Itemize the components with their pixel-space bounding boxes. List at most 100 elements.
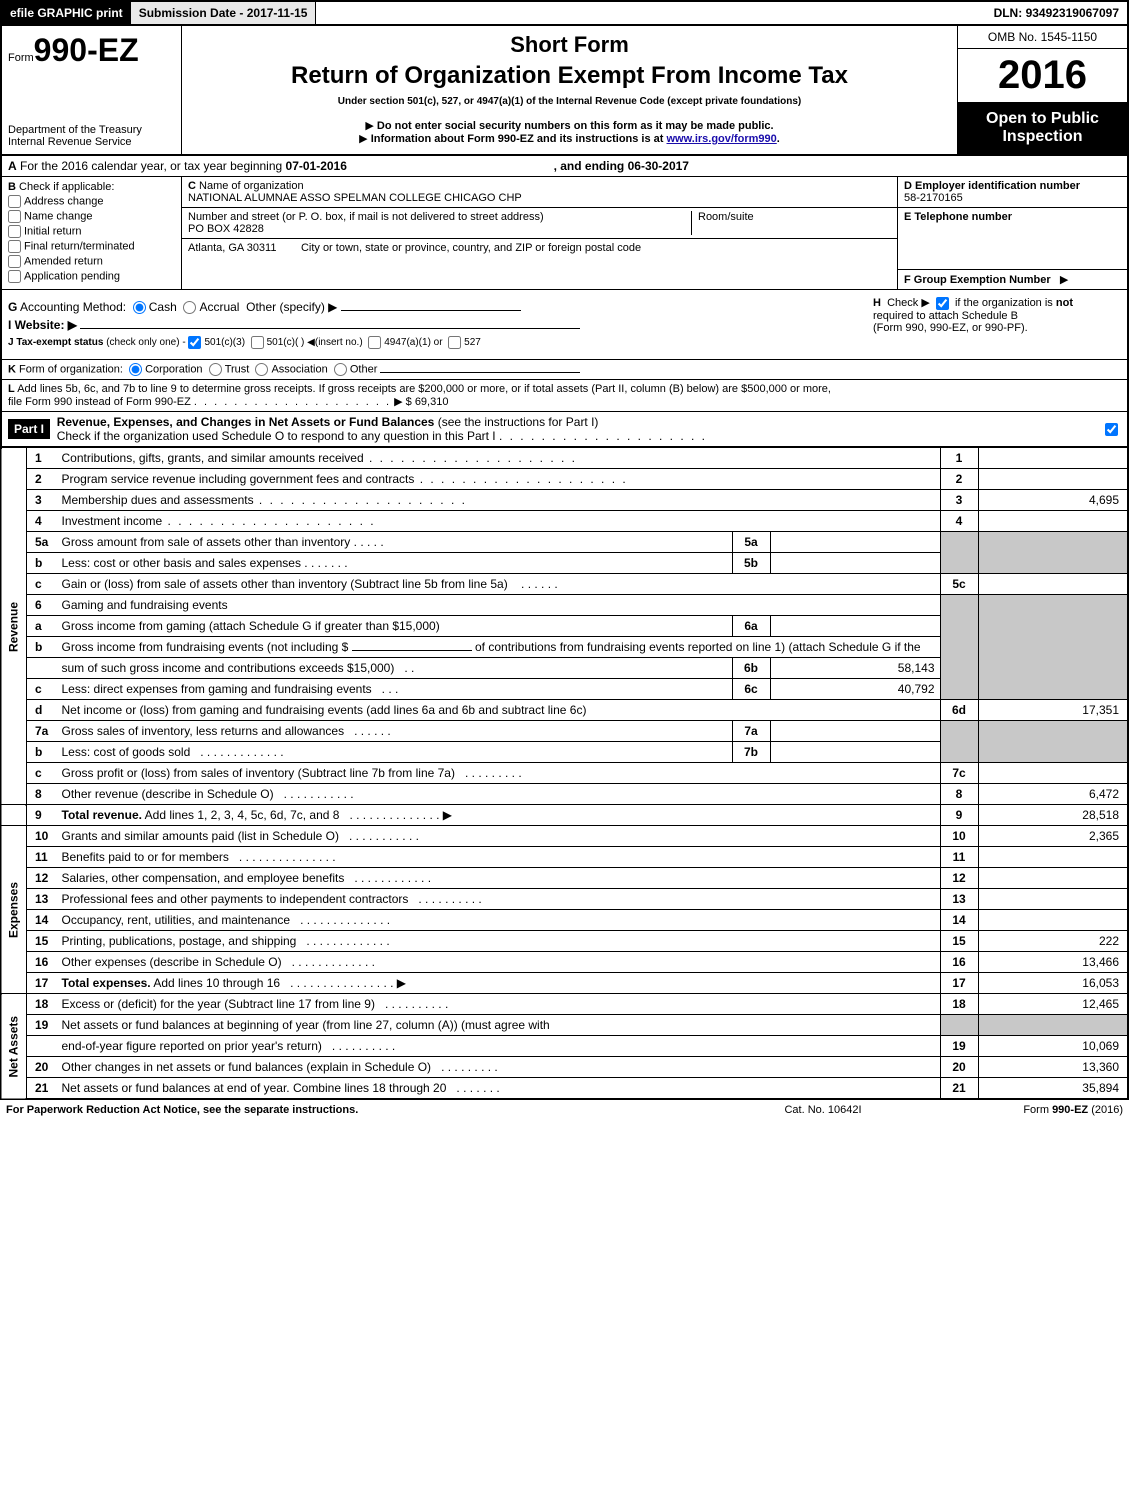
line-2: 2 Program service revenue including gove… (1, 469, 1128, 490)
chk-amended-return[interactable]: Amended return (8, 255, 175, 268)
l-label: L (8, 383, 15, 395)
footer-mid: Cat. No. 10642I (723, 1104, 923, 1116)
line-15: 15 Printing, publications, postage, and … (1, 931, 1128, 952)
info-about: Information about Form 990-EZ and its in… (188, 132, 951, 145)
line-18: Net Assets 18 Excess or (deficit) for th… (1, 994, 1128, 1015)
j-insert: ◀(insert no.) (307, 337, 362, 348)
chk-501c3[interactable] (188, 336, 201, 349)
c-room: Room/suite (691, 211, 891, 235)
footer-right: Form 990-EZ (2016) (923, 1104, 1123, 1116)
line-20: 20 Other changes in net assets or fund b… (1, 1057, 1128, 1078)
do-not-enter: Do not enter social security numbers on … (188, 119, 951, 132)
chk-name-change[interactable]: Name change (8, 210, 175, 223)
c-street-label: Number and street (or P. O. box, if mail… (188, 211, 544, 223)
line-7a: 7a Gross sales of inventory, less return… (1, 721, 1128, 742)
h-text4: (Form 990, 990-EZ, or 990-PF). (873, 322, 1028, 334)
open-to-public: Open to Public Inspection (958, 102, 1127, 154)
chk-application-pending[interactable]: Application pending (8, 270, 175, 283)
c-name-label: Name of organization (199, 180, 304, 192)
chk-address-change[interactable]: Address change (8, 195, 175, 208)
topbar-spacer (316, 2, 985, 24)
header-right: OMB No. 1545-1150 2016 Open to Public In… (957, 26, 1127, 154)
h-text2: if the organization is (955, 297, 1053, 309)
f-label: F Group Exemption Number (904, 274, 1051, 286)
cell-f: F Group Exemption Number ▶ (897, 270, 1127, 289)
c-street: Number and street (or P. O. box, if mail… (188, 211, 691, 235)
l-text1: Add lines 5b, 6c, and 7b to line 9 to de… (17, 383, 831, 395)
cell-d: D Employer identification number 58-2170… (897, 177, 1127, 208)
line-12: 12 Salaries, other compensation, and emp… (1, 868, 1128, 889)
h-not: not (1056, 297, 1073, 309)
info-period: . (777, 133, 780, 145)
chk-527[interactable] (448, 336, 461, 349)
c-street-value: PO BOX 42828 (188, 223, 264, 235)
dept-line-2: Internal Revenue Service (8, 136, 175, 148)
open-line-2: Inspection (966, 128, 1119, 146)
efile-label: efile GRAPHIC print (2, 2, 131, 24)
header-left: Form990-EZ Department of the Treasury In… (2, 26, 182, 154)
radio-cash[interactable] (133, 301, 146, 314)
radio-trust[interactable] (209, 363, 222, 376)
side-revenue: Revenue (1, 448, 27, 805)
row-a-text1: For the 2016 calendar year, or tax year … (20, 159, 286, 173)
do-not-enter-text: Do not enter social security numbers on … (377, 120, 774, 132)
c-name-value: NATIONAL ALUMNAE ASSO SPELMAN COLLEGE CH… (188, 192, 522, 204)
cell-c-street: Number and street (or P. O. box, if mail… (182, 208, 897, 239)
col-b-check-if: Check if applicable: (19, 181, 114, 193)
col-b-label: B (8, 181, 16, 193)
line-17: 17 Total expenses. Add lines 10 through … (1, 973, 1128, 994)
omb-number: OMB No. 1545-1150 (958, 26, 1127, 49)
line-16: 16 Other expenses (describe in Schedule … (1, 952, 1128, 973)
chk-4947[interactable] (368, 336, 381, 349)
info-link[interactable]: www.irs.gov/form990 (667, 133, 777, 145)
footer: For Paperwork Reduction Act Notice, see … (0, 1100, 1129, 1120)
cell-c-city: Atlanta, GA 30311 City or town, state or… (182, 239, 897, 257)
submission-date-value: 2017-11-15 (247, 6, 308, 20)
row-i: I Website: ▶ (8, 318, 861, 332)
h-text1: Check ▶ (887, 297, 930, 309)
part-1-title-text: Revenue, Expenses, and Changes in Net As… (57, 415, 435, 429)
part-1-title-paren: (see the instructions for Part I) (438, 415, 599, 429)
info-about-text: Information about Form 990-EZ and its in… (371, 133, 667, 145)
chk-final-return[interactable]: Final return/terminated (8, 240, 175, 253)
radio-corp[interactable] (129, 363, 142, 376)
g-other: Other (specify) ▶ (246, 300, 337, 314)
top-bar: efile GRAPHIC print Submission Date - 20… (0, 0, 1129, 26)
chk-h[interactable] (936, 297, 949, 310)
form-number: Form990-EZ (8, 32, 175, 69)
j-check: (check only one) - (106, 337, 188, 348)
chk-initial-return[interactable]: Initial return (8, 225, 175, 238)
form-header: Form990-EZ Department of the Treasury In… (0, 26, 1129, 156)
i-label: I Website: ▶ (8, 318, 77, 332)
chk-part1-schedule-o[interactable] (1105, 423, 1118, 436)
radio-accrual[interactable] (183, 301, 196, 314)
d-label: D Employer identification number (904, 180, 1080, 192)
col-def: D Employer identification number 58-2170… (897, 177, 1127, 289)
line-5c: c Gain or (loss) from sale of assets oth… (1, 574, 1128, 595)
line-4: 4 Investment income 4 (1, 511, 1128, 532)
short-form-label: Short Form (188, 32, 951, 58)
line-6d: d Net income or (loss) from gaming and f… (1, 700, 1128, 721)
radio-assoc[interactable] (255, 363, 268, 376)
chk-501c[interactable] (251, 336, 264, 349)
cell-e: E Telephone number (897, 208, 1127, 270)
k-text: Form of organization: (19, 364, 123, 376)
header-center: Short Form Return of Organization Exempt… (182, 26, 957, 154)
line-8: 8 Other revenue (describe in Schedule O)… (1, 784, 1128, 805)
radio-other[interactable] (334, 363, 347, 376)
line-21: 21 Net assets or fund balances at end of… (1, 1078, 1128, 1100)
form-prefix: Form (8, 52, 34, 64)
d-value: 58-2170165 (904, 192, 963, 204)
line-11: 11 Benefits paid to or for members . . .… (1, 847, 1128, 868)
form-number-value: 990-EZ (34, 32, 139, 68)
dln-value: 93492319067097 (1026, 6, 1119, 20)
line-19-2: end-of-year figure reported on prior yea… (1, 1036, 1128, 1057)
cell-c-name: C Name of organization NATIONAL ALUMNAE … (182, 177, 897, 208)
row-g: G Accounting Method: Cash Accrual Other … (8, 300, 861, 314)
e-label: E Telephone number (904, 211, 1012, 223)
row-h: H Check ▶ if the organization is not req… (867, 290, 1127, 359)
col-b: B Check if applicable: Address change Na… (2, 177, 182, 289)
l-text2: file Form 990 instead of Form 990-EZ (8, 396, 191, 408)
dln: DLN: 93492319067097 (986, 2, 1127, 24)
section-bcdef: B Check if applicable: Address change Na… (0, 177, 1129, 290)
